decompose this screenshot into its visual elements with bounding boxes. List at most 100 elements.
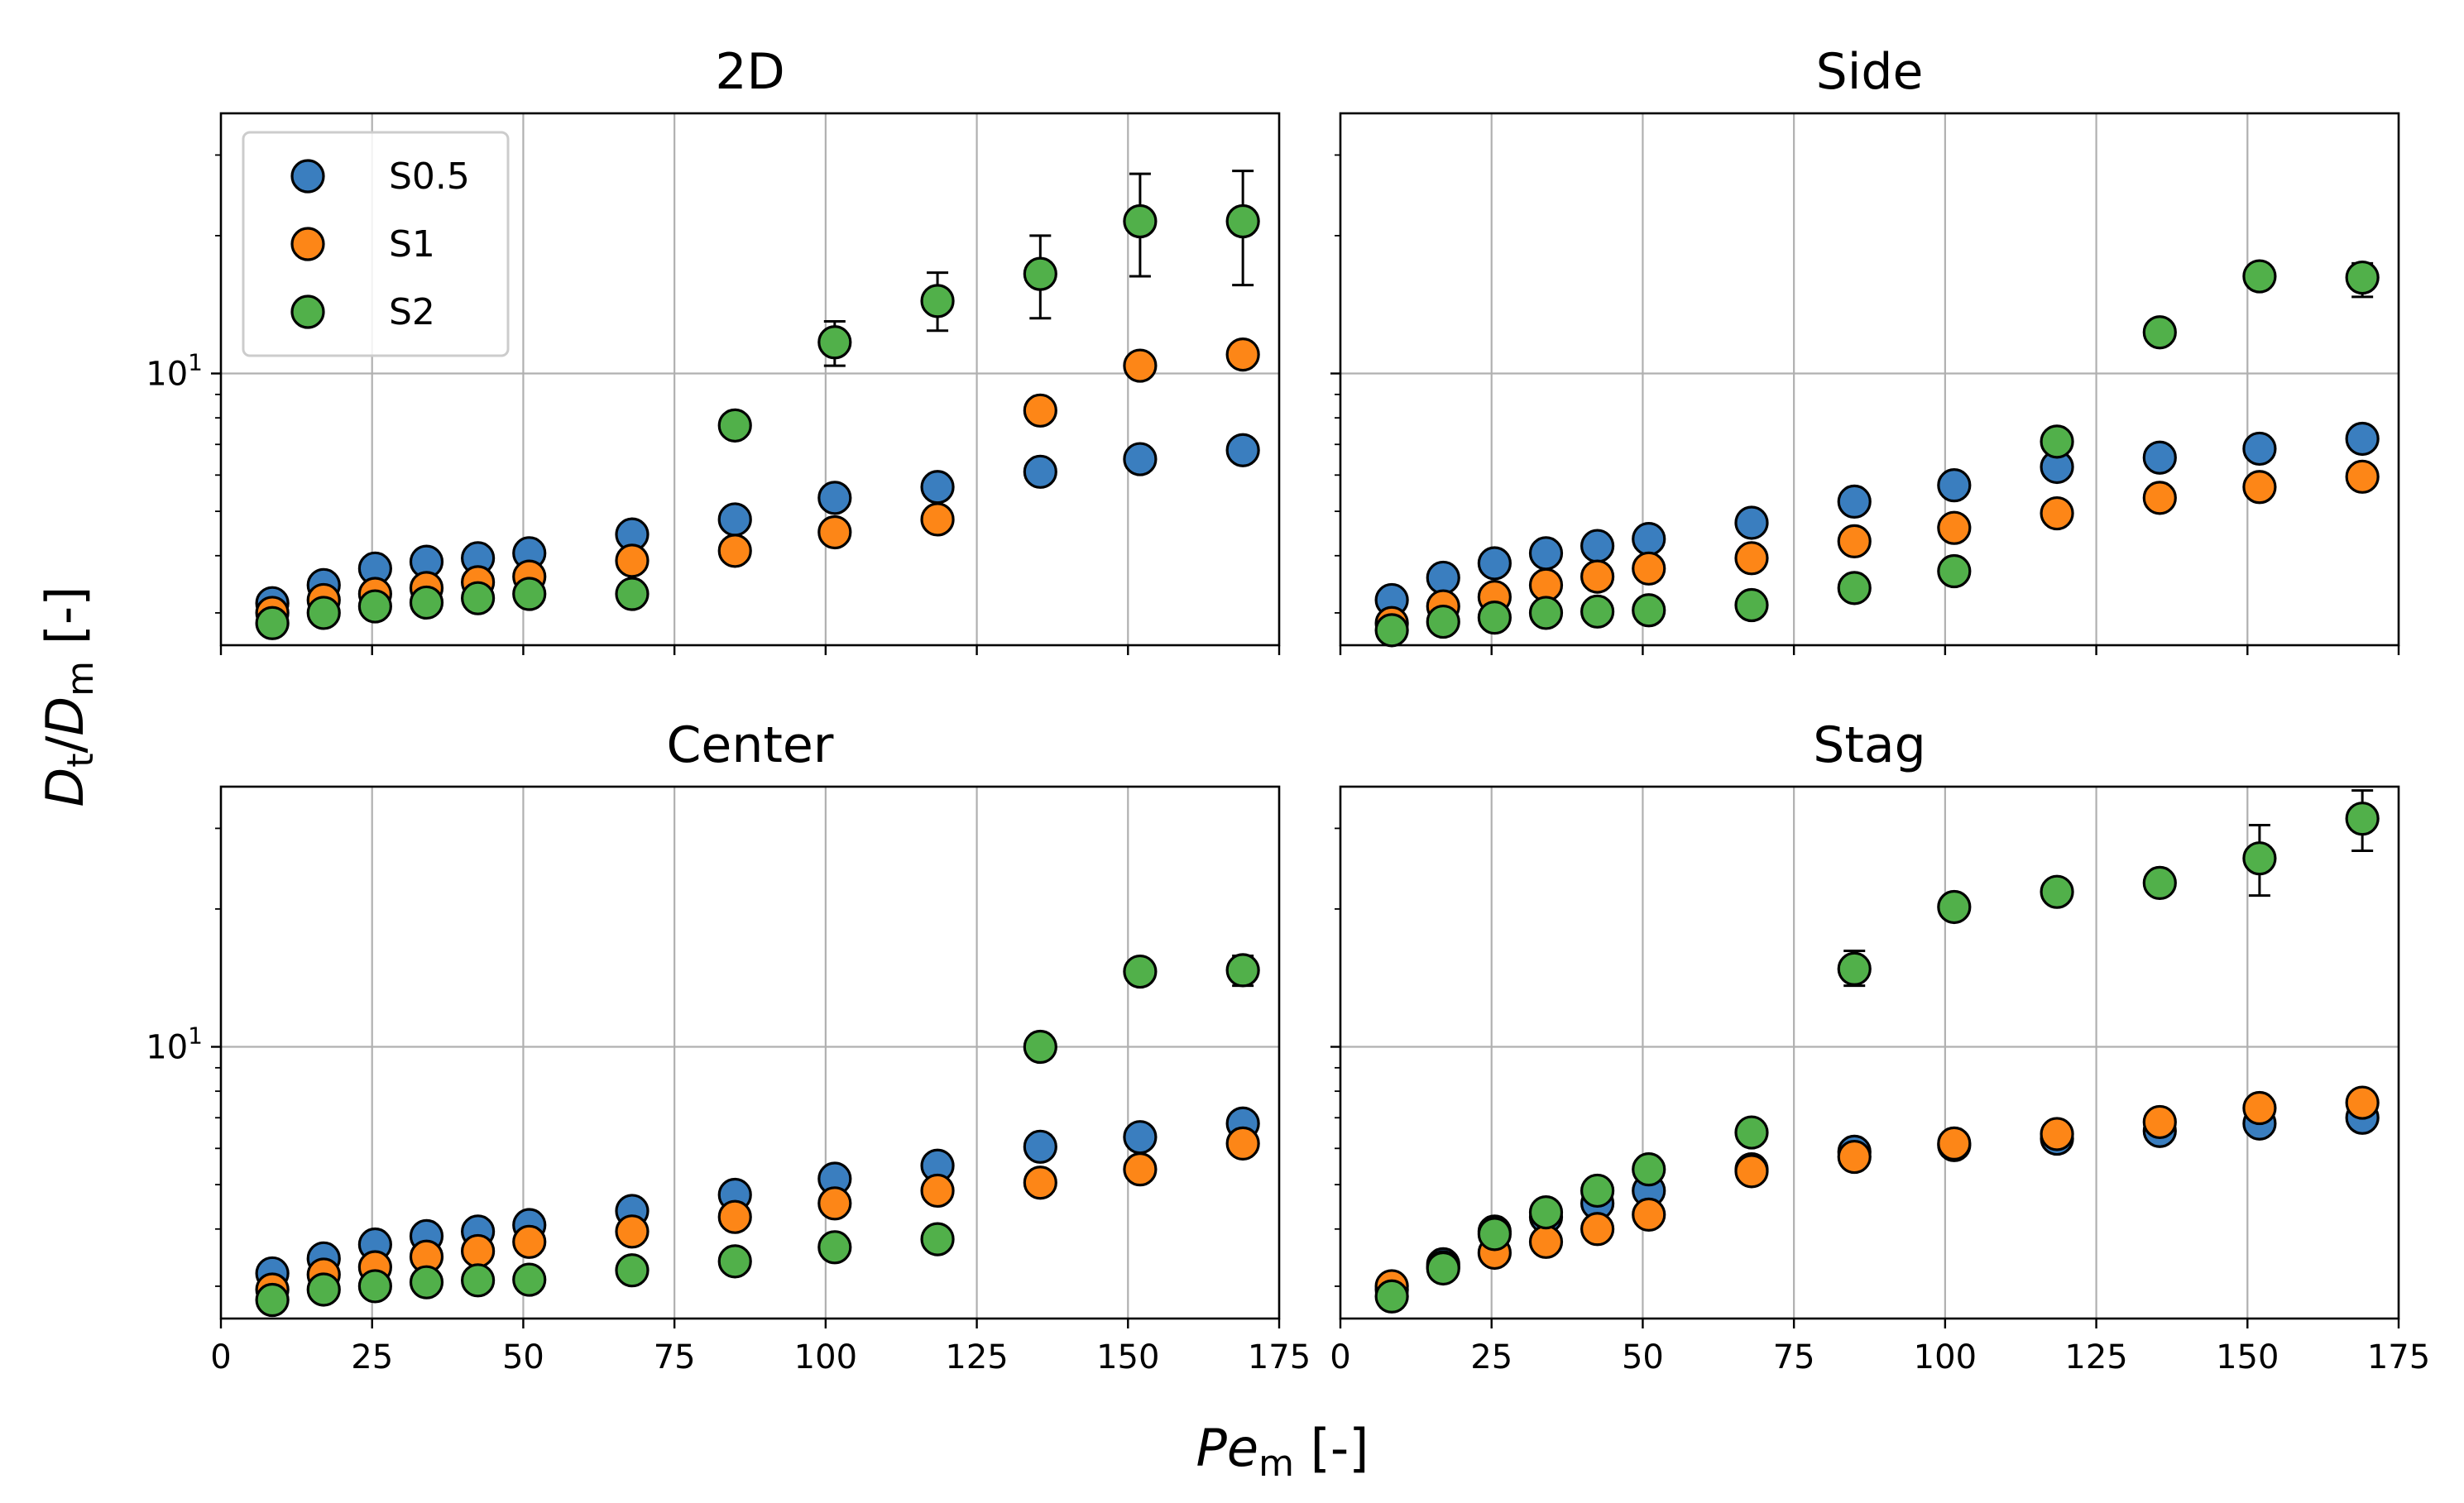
point-side-s1-9 — [2040, 495, 2074, 531]
point-stag-s2-11 — [2242, 841, 2277, 876]
x-tick-label-center-7: 175 — [1248, 1338, 1311, 1376]
point-2d-s05-8 — [817, 481, 852, 515]
point-2d-s2-5 — [512, 577, 547, 611]
point-2d-s05-10 — [1023, 454, 1057, 489]
point-2d-s2-0 — [255, 606, 290, 640]
y-axis-label-num: D — [35, 768, 95, 807]
y-axis-label-den: D — [35, 696, 95, 736]
point-side-s05-2 — [1477, 546, 1512, 581]
point-center-s2-2 — [357, 1269, 392, 1304]
point-2d-s2-4 — [461, 581, 496, 615]
point-stag-s2-2 — [1477, 1217, 1512, 1252]
series-side-s2 — [1374, 259, 2380, 648]
point-center-s1-7 — [717, 1199, 752, 1234]
point-stag-s1-12 — [2345, 1085, 2380, 1120]
point-center-s1-5 — [512, 1224, 547, 1259]
point-center-s2-9 — [920, 1222, 955, 1256]
x-axis-label: Pem [-] — [1196, 1418, 1369, 1485]
point-center-s2-7 — [717, 1244, 752, 1279]
point-center-s05-11 — [1123, 1120, 1158, 1155]
point-2d-s2-1 — [306, 596, 341, 630]
x-tick-label-center-6: 150 — [1096, 1338, 1159, 1376]
point-2d-s1-12 — [1225, 337, 1260, 372]
point-2d-s05-9 — [920, 470, 955, 505]
point-side-s2-9 — [2040, 424, 2074, 459]
point-2d-s2-7 — [717, 408, 752, 443]
x-tick-label-stag-0: 0 — [1330, 1338, 1350, 1376]
panel-side: Side — [1330, 43, 2400, 655]
point-stag-s1-3 — [1528, 1224, 1564, 1259]
point-stag-s1-11 — [2242, 1090, 2277, 1126]
x-tick-label-stag-7: 175 — [2367, 1338, 2430, 1376]
point-center-s2-10 — [1023, 1029, 1057, 1065]
x-tick-label-stag-6: 150 — [2216, 1338, 2279, 1376]
legend-marker-s1 — [290, 227, 325, 261]
series-side-s05 — [1374, 421, 2380, 618]
panel-center: 0 25 50 75 100 125 150 175 101 Center — [146, 716, 1311, 1376]
point-2d-s1-9 — [920, 502, 955, 537]
point-stag-s2-0 — [1374, 1279, 1409, 1314]
point-stag-s1-10 — [2142, 1104, 2177, 1140]
point-side-s2-2 — [1477, 601, 1512, 635]
point-side-s2-5 — [1632, 593, 1666, 628]
y-axis-label-den-sub: m — [60, 661, 102, 696]
point-center-s2-0 — [255, 1282, 290, 1318]
point-side-s1-10 — [2142, 481, 2177, 515]
legend: S0.5 S1 S2 — [242, 131, 510, 357]
legend-label-s2: S2 — [389, 291, 435, 333]
panel-title-stag: Stag — [1813, 716, 1925, 774]
point-side-s2-12 — [2345, 260, 2380, 295]
point-side-s05-7 — [1837, 484, 1872, 519]
point-side-s05-1 — [1426, 560, 1460, 596]
point-side-s2-1 — [1426, 604, 1460, 639]
series-stag-s2 — [1374, 802, 2380, 1314]
point-stag-s2-12 — [2345, 802, 2380, 836]
point-center-s2-5 — [512, 1262, 547, 1297]
point-center-s05-10 — [1023, 1129, 1057, 1164]
point-center-s1-6 — [615, 1214, 650, 1249]
point-stag-s1-9 — [2040, 1117, 2074, 1151]
point-center-s2-1 — [306, 1272, 341, 1307]
point-2d-s1-10 — [1023, 393, 1057, 428]
point-side-s05-5 — [1632, 522, 1666, 557]
point-2d-s2-2 — [357, 589, 392, 624]
point-center-s1-10 — [1023, 1166, 1057, 1200]
series-center-s2 — [255, 953, 1260, 1318]
y-tick-label-2d: 101 — [146, 349, 203, 394]
point-side-s1-5 — [1632, 551, 1666, 586]
x-tick-label-stag-1: 25 — [1470, 1338, 1512, 1376]
point-center-s2-3 — [409, 1265, 444, 1300]
panel-2d: 101 2D — [146, 43, 1281, 655]
panel-stag: 0 25 50 75 100 125 150 175 Stag — [1330, 716, 2430, 1376]
point-side-s2-8 — [1937, 553, 1972, 589]
x-tick-label-stag-4: 100 — [1914, 1338, 1977, 1376]
point-2d-s1-8 — [817, 515, 852, 550]
x-tick-label-stag-3: 75 — [1773, 1338, 1815, 1376]
point-2d-s05-11 — [1123, 442, 1158, 476]
point-center-s1-11 — [1123, 1152, 1158, 1187]
point-side-s1-11 — [2242, 470, 2277, 505]
x-tick-label-center-3: 75 — [654, 1338, 696, 1376]
x-tick-label-center-4: 100 — [794, 1338, 857, 1376]
point-stag-s2-1 — [1426, 1251, 1460, 1286]
y-tick-label-exp-center: 1 — [188, 1022, 203, 1050]
y-tick-label-center: 101 — [146, 1022, 203, 1067]
legend-marker-s05 — [290, 159, 325, 194]
point-stag-s2-8 — [1937, 889, 1972, 925]
point-2d-s2-9 — [920, 284, 955, 318]
point-side-s1-8 — [1937, 510, 1972, 545]
point-2d-s2-6 — [615, 577, 650, 611]
x-axis-label-sub: m — [1258, 1443, 1294, 1485]
y-tick-label-base-2d: 10 — [146, 356, 188, 394]
x-tick-label-center-0: 0 — [210, 1338, 231, 1376]
point-center-s2-8 — [817, 1230, 852, 1265]
point-side-s1-7 — [1837, 524, 1872, 558]
y-axis-label-unit: [-] — [35, 586, 95, 661]
panel-title-2d: 2D — [715, 43, 784, 101]
point-center-s1-12 — [1225, 1126, 1260, 1161]
point-center-s2-11 — [1123, 954, 1158, 989]
legend-entry-s2: S2 — [290, 291, 435, 333]
point-stag-s2-6 — [1734, 1115, 1769, 1150]
point-side-s2-11 — [2242, 259, 2277, 294]
